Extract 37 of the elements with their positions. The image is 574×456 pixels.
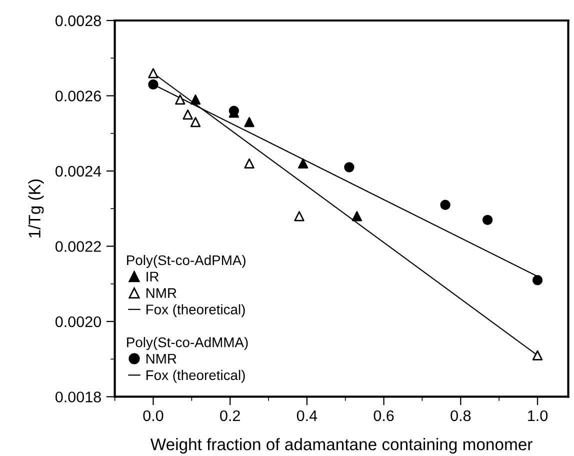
y-tick-label: 0.0018 [55,392,101,402]
point [344,162,354,172]
point [294,211,304,222]
point [532,275,543,286]
x-tick-label: 1.0 [528,410,548,422]
point [175,94,186,105]
legend-label: NMR [146,354,176,364]
point [440,200,450,210]
legend-label: IR [146,272,159,282]
legend-label: NMR [146,288,176,298]
point [244,117,254,128]
x-axis-title: Weight fraction of adamantane containing monomer [150,438,532,454]
annotation: Poly(St-co-AdPMA) [127,254,246,268]
legend-label: Fox (theoretical) [146,370,245,383]
y-axis-title: 1/Tg (K) [28,180,44,238]
y-tick-label: 0.0020 [55,316,102,328]
x-tick-label: 0.6 [374,410,394,422]
point [352,211,362,222]
point [298,158,308,169]
legend-label: Fox (theoretical) [146,304,245,318]
y-tick-label: 0.0028 [55,15,101,26]
point [148,79,158,90]
point [190,94,201,105]
x-tick-label: 0.8 [450,410,471,422]
annotation: Poly(St-co-AdMMA) [127,337,248,350]
point [148,68,158,78]
point [532,350,543,360]
y-tick-label: 0.0024 [55,166,102,177]
point [190,117,201,128]
point [244,158,254,169]
y-tick-label: 0.0026 [55,90,101,102]
x-tick-label: 0.2 [220,410,240,422]
x-tick-label: 0.0 [143,410,164,422]
point [182,109,193,120]
point [482,214,493,225]
x-tick-label: 0.4 [296,410,318,422]
y-tick-label: 0.0022 [55,241,101,252]
